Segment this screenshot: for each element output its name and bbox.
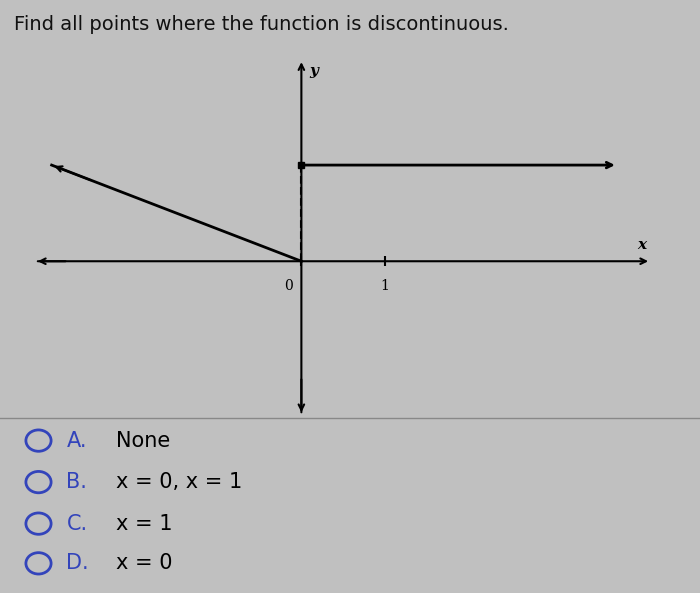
Text: x = 1: x = 1 <box>116 514 172 534</box>
Text: 0: 0 <box>284 279 293 292</box>
Text: A.: A. <box>66 431 87 451</box>
Text: x: x <box>638 238 647 251</box>
Text: 1: 1 <box>380 279 389 292</box>
Text: x = 0, x = 1: x = 0, x = 1 <box>116 472 241 492</box>
Text: y: y <box>309 64 318 78</box>
Text: None: None <box>116 431 169 451</box>
Text: B.: B. <box>66 472 88 492</box>
Text: D.: D. <box>66 553 89 573</box>
Text: C.: C. <box>66 514 88 534</box>
Text: x = 0: x = 0 <box>116 553 172 573</box>
Text: Find all points where the function is discontinuous.: Find all points where the function is di… <box>14 15 509 34</box>
